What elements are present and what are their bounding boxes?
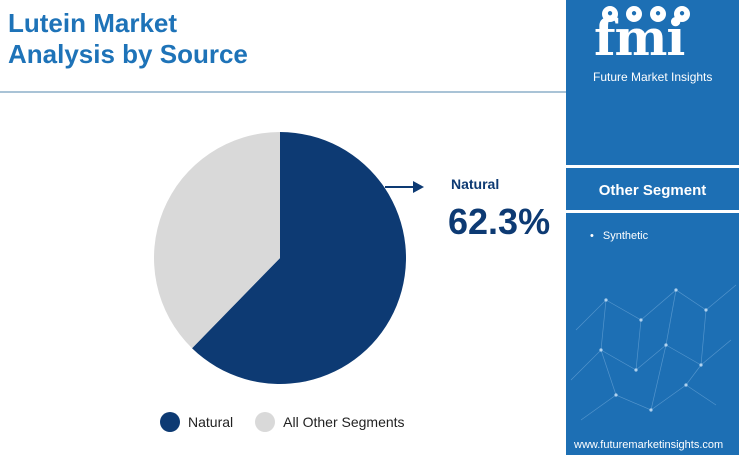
title-line-2: Analysis by Source xyxy=(8,39,248,69)
logo-icon-2: ● xyxy=(626,6,642,22)
logo-icons: ● ● ● ● xyxy=(602,6,698,22)
callout-label: Natural xyxy=(451,176,500,192)
segment-band: Other Segment xyxy=(566,165,739,213)
segment-title: Other Segment xyxy=(598,182,707,199)
logo-company-name: Future Market Insights xyxy=(593,70,713,84)
chart-legend: Natural All Other Segments xyxy=(160,412,427,432)
title-divider xyxy=(0,91,566,93)
pie-slice-natural xyxy=(192,132,406,385)
segment-item: • Synthetic xyxy=(590,230,648,242)
segment-band-inner xyxy=(566,168,739,210)
logo-icon-4: ● xyxy=(674,6,690,22)
segment-item-label: Synthetic xyxy=(602,230,649,242)
pie-slice-all-other-segments xyxy=(154,132,280,349)
segment-bullet: • xyxy=(590,230,594,242)
legend-item-others: All Other Segments xyxy=(255,412,405,432)
legend-swatch-natural xyxy=(160,412,180,432)
website-link[interactable]: www.futuremarketinsights.com xyxy=(574,439,724,451)
pie-chart xyxy=(154,132,424,385)
legend-swatch-others xyxy=(255,412,276,432)
sidebar: ● ● ● ● fmi Future Market Insights Other… xyxy=(566,0,739,455)
logo-icon-3: ● xyxy=(650,6,666,22)
legend-label-others: All Other Segments xyxy=(283,414,405,430)
callout-value: 62.3% xyxy=(448,201,551,242)
page-title: Lutein Market Analysis by Source xyxy=(8,8,248,70)
legend-item-natural: Natural xyxy=(160,412,233,432)
title-line-1: Lutein Market xyxy=(8,8,178,38)
network-pattern xyxy=(570,284,737,421)
callout-arrow-head xyxy=(413,181,424,193)
legend-label-natural: Natural xyxy=(188,414,234,430)
logo-letters: fmi xyxy=(594,8,685,67)
logo-icon-1: ● xyxy=(602,6,618,22)
